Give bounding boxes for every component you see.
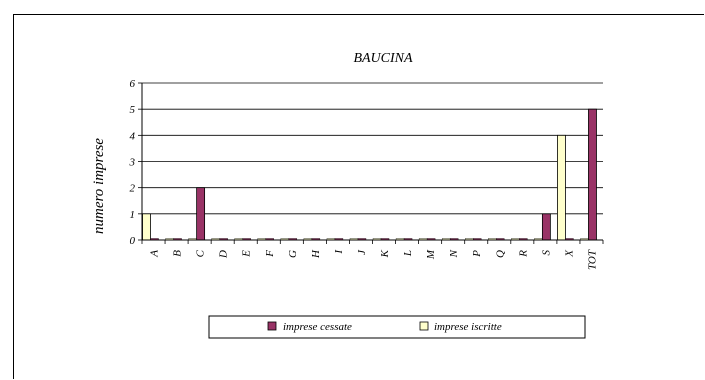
legend-label-imprese-iscritte: imprese iscritte: [434, 321, 502, 333]
x-tick-label-A: A: [149, 250, 161, 258]
legend-box: [208, 315, 586, 339]
x-tick-label-E: E: [241, 250, 253, 258]
y-axis-label: numero imprese: [91, 138, 107, 234]
x-tick-label-Q: Q: [494, 250, 506, 258]
legend-label-imprese-cessate: imprese cessate: [283, 321, 352, 333]
x-tick-label-H: H: [310, 249, 322, 259]
x-tick-label-C: C: [195, 249, 207, 257]
x-tick-label-D: D: [218, 250, 230, 259]
y-tick-labels: 0 1 2 3 4 5 6: [129, 78, 136, 247]
axes: [138, 82, 604, 244]
grid-lines: [142, 82, 603, 215]
x-tick-label-L: L: [402, 250, 414, 257]
y-tick-label-4: 4: [130, 130, 136, 142]
bars: [142, 108, 597, 241]
bar-imprese-iscritte-X: [557, 134, 566, 241]
y-tick-label-0: 0: [130, 235, 136, 247]
x-tick-label-TOT: TOT: [586, 249, 598, 270]
y-tick-label-6: 6: [130, 78, 136, 90]
y-tick-label-1: 1: [130, 209, 136, 221]
x-tick-label-J: J: [356, 249, 368, 255]
x-tick-labels: A B C D E F G H I J K L M N P Q R S X TOT: [149, 249, 599, 270]
y-tick-label-3: 3: [129, 157, 136, 169]
x-tick-label-I: I: [333, 249, 345, 255]
bar-imprese-cessate-S: [541, 213, 551, 241]
x-tick-label-X: X: [563, 249, 575, 258]
x-tick-label-B: B: [172, 250, 184, 257]
legend: imprese cessate imprese iscritte: [208, 315, 586, 339]
x-tick-label-K: K: [379, 249, 391, 258]
bar-imprese-cessate-C: [196, 187, 206, 241]
x-tick-label-N: N: [448, 249, 460, 258]
legend-swatch-imprese-cessate: [267, 321, 277, 331]
chart-title: BAUCINA: [353, 51, 413, 66]
bar-imprese-cessate-TOT: [588, 108, 597, 241]
x-tick-label-M: M: [425, 249, 437, 260]
chart-frame: [13, 14, 704, 379]
x-tick-label-P: P: [471, 250, 483, 258]
x-tick-label-G: G: [287, 250, 299, 258]
x-tick-label-S: S: [540, 250, 552, 256]
x-tick-label-F: F: [264, 250, 276, 258]
x-tick-label-R: R: [517, 250, 529, 258]
y-tick-label-2: 2: [130, 183, 136, 195]
bar-imprese-iscritte-A: [142, 213, 151, 241]
y-tick-label-5: 5: [130, 104, 136, 116]
legend-swatch-imprese-iscritte: [419, 321, 429, 331]
